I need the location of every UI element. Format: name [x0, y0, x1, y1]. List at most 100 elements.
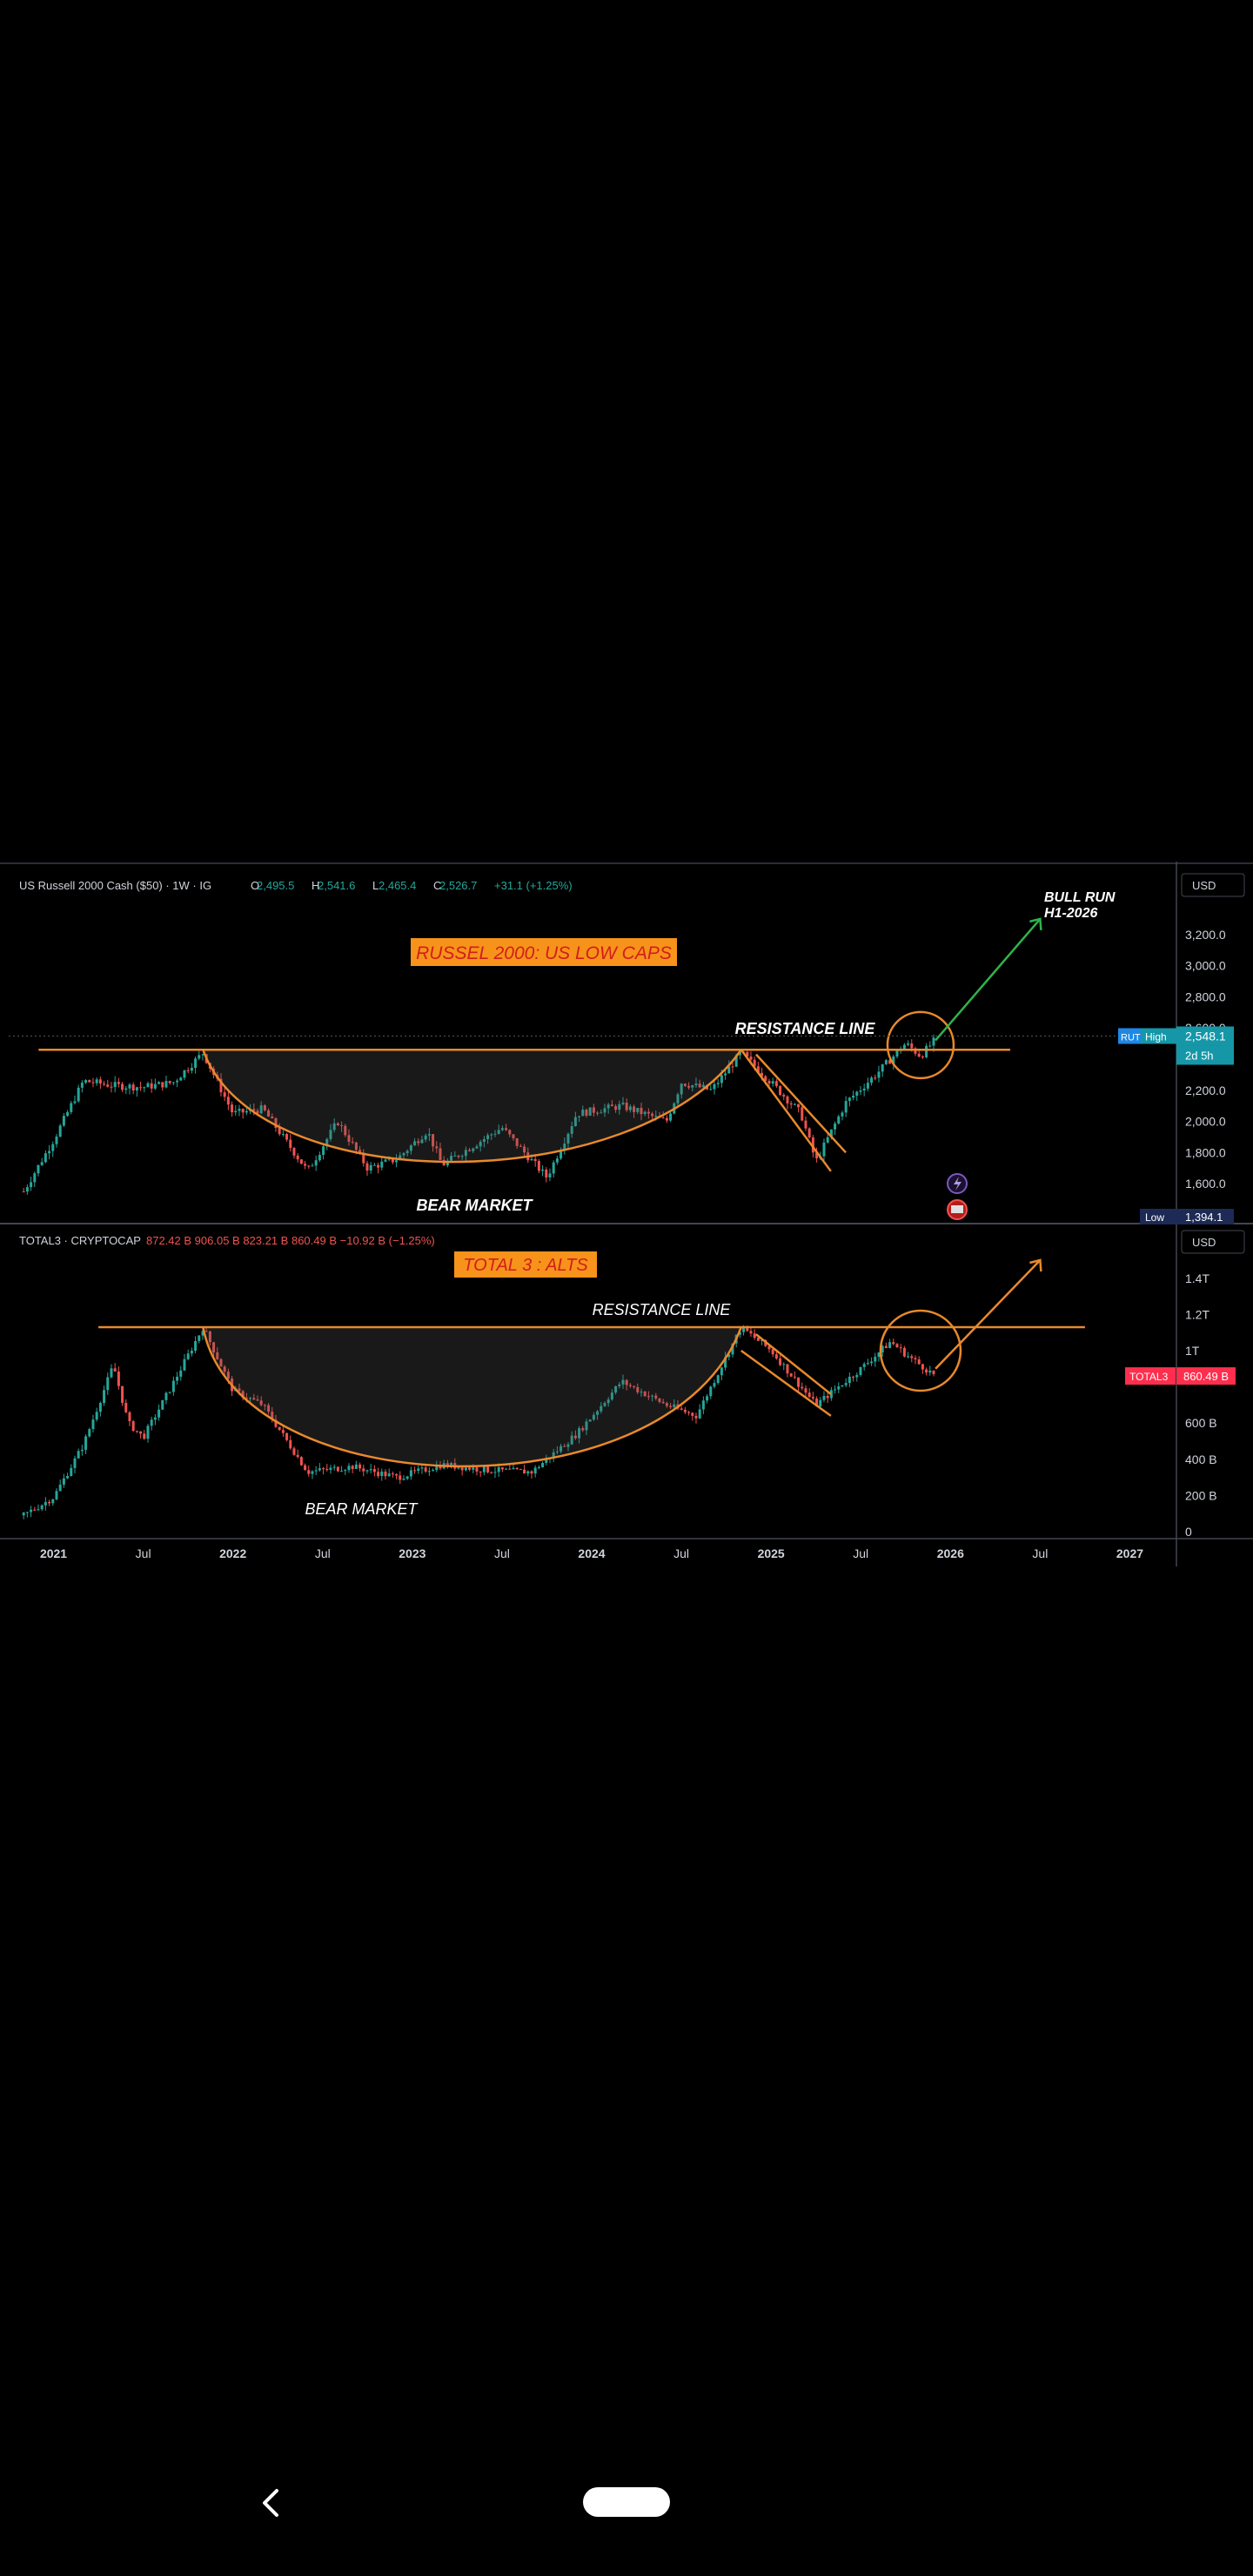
x-tick-label: 2027: [1116, 1546, 1143, 1560]
pane2-candle-body: [665, 1403, 668, 1406]
pane1-candle-body: [720, 1075, 723, 1083]
pane1-breakout-circle: [886, 1010, 955, 1080]
pane1-candle-body: [537, 1161, 540, 1171]
pane1-candle-body: [369, 1164, 372, 1171]
pane2-candle-body: [724, 1357, 727, 1368]
pane1-candle-body: [588, 1107, 592, 1116]
pane2-candle-body: [573, 1435, 577, 1439]
pane2-candle-body: [249, 1398, 252, 1399]
pane1-bull-arrow-head: [1029, 917, 1042, 930]
pane1-candle-body: [259, 1105, 263, 1114]
pane2-candle-body: [749, 1331, 753, 1334]
pane2-candle-body: [318, 1468, 321, 1471]
pane2-bull-arrow-head: [1029, 1258, 1042, 1272]
pane2-candle-body: [62, 1478, 65, 1485]
pane1-candle-body: [866, 1083, 869, 1089]
pane1-candle-body: [33, 1173, 37, 1183]
pane1-candle-body: [691, 1085, 694, 1088]
pane2-candle-body: [432, 1470, 435, 1472]
back-button[interactable]: [254, 2485, 289, 2520]
pane2-candle-body: [606, 1399, 610, 1404]
pane2-candle-body: [588, 1419, 592, 1422]
pane1-candle-body: [336, 1123, 339, 1125]
pane2-candle-body: [25, 1512, 29, 1513]
pane2-y-tick-label: 400 B: [1185, 1452, 1217, 1466]
pane1-candle-body: [267, 1110, 271, 1117]
x-tick-label: 2023: [399, 1546, 425, 1560]
pane1-bull-run-label: BULL RUN: [1044, 890, 1116, 905]
pane1-resistance-label: RESISTANCE LINE: [735, 1020, 876, 1037]
pane1-candle-body: [519, 1145, 522, 1147]
pane2-candle-body: [786, 1364, 789, 1374]
pane1-candle-body: [340, 1124, 344, 1126]
pane1-timer-tag: [1176, 1045, 1234, 1065]
pane1-candle-body: [734, 1055, 738, 1067]
pane2-candle-body: [106, 1377, 110, 1391]
pane1-y-tick-label: 2,000.0: [1185, 1115, 1226, 1129]
pane2-candle-body: [124, 1402, 128, 1412]
pane1-candle-body: [201, 1054, 204, 1056]
pane2-candle-body: [435, 1465, 439, 1471]
pane1-candle-body: [505, 1128, 508, 1130]
x-tick-label: Jul: [494, 1546, 510, 1560]
pane2-candle-body: [914, 1358, 917, 1360]
pane2-candle-body: [848, 1376, 851, 1384]
pane1-candle-body: [48, 1150, 51, 1154]
pane1-candle-body: [902, 1044, 906, 1050]
pane1-header-text: C: [433, 879, 441, 892]
pane1-candle-body: [654, 1116, 658, 1117]
pane1-candle-body: [146, 1083, 150, 1088]
pane1-candle-body: [552, 1162, 555, 1174]
pane1-candle-body: [566, 1133, 570, 1144]
pane1-candle-body: [281, 1133, 285, 1135]
pane2-candle-body: [636, 1386, 640, 1392]
pane2-candle-body: [811, 1397, 814, 1399]
pane2-candle-body: [128, 1412, 131, 1422]
pane1-candle-body: [73, 1101, 77, 1104]
pane2-candle-body: [600, 1405, 603, 1412]
pane2-candle-body: [314, 1470, 318, 1472]
x-tick-label: Jul: [136, 1546, 151, 1560]
pane1-candle-body: [271, 1117, 274, 1119]
pane2-candle-body: [552, 1452, 555, 1459]
pane1-candle-body: [285, 1133, 289, 1140]
pane2-candle-body: [497, 1467, 500, 1472]
pane2-candle-body: [259, 1400, 263, 1405]
pane1-candle-body: [432, 1134, 435, 1147]
pane1-candle-body: [66, 1111, 70, 1117]
pane1-candle-body: [299, 1159, 303, 1164]
pane2-candle-body: [70, 1467, 73, 1477]
pane1-bull-run-year: H1-2026: [1044, 906, 1097, 921]
pane2-candle-body: [837, 1386, 841, 1390]
pane2-candle-body: [245, 1398, 248, 1399]
pane2-candle-body: [183, 1358, 186, 1371]
pane2-candle-body: [647, 1396, 650, 1398]
pane2-candle-body: [424, 1467, 427, 1472]
pane1-candle-body: [683, 1083, 687, 1086]
pane2-price-tag-text: 860.49 B: [1183, 1370, 1229, 1383]
pane1-candle-body: [804, 1120, 807, 1129]
pane2-candle-body: [351, 1466, 354, 1470]
pane1-candle-body: [874, 1077, 877, 1079]
pane2-candle-body: [103, 1390, 106, 1404]
pane2-candle-body: [545, 1459, 548, 1464]
home-pill-button[interactable]: [583, 2487, 670, 2517]
pane1-candle-body: [402, 1152, 405, 1156]
pane2-channel-upper: [755, 1333, 832, 1395]
pane1-candle-body: [128, 1084, 131, 1089]
pane2-candle-body: [596, 1411, 600, 1415]
pane1-candle-body: [793, 1104, 796, 1105]
pane2-candle-body: [73, 1458, 77, 1468]
pane2-candle-body: [208, 1331, 211, 1343]
pane2-candle-body: [179, 1370, 183, 1377]
pane1-candle-body: [917, 1053, 921, 1057]
pane2-bowl-curve: [202, 1326, 742, 1468]
pane1-candle-body: [618, 1104, 621, 1110]
pane1-candle-body: [58, 1125, 62, 1137]
pane2-candle-body: [391, 1473, 394, 1475]
pane1-candle-body: [292, 1148, 296, 1156]
pane1-candle-body: [131, 1084, 135, 1091]
pane1-symbol-tag: [1118, 1028, 1141, 1044]
pane2-candle-body: [566, 1444, 570, 1447]
pane1-candle-body: [515, 1137, 519, 1146]
